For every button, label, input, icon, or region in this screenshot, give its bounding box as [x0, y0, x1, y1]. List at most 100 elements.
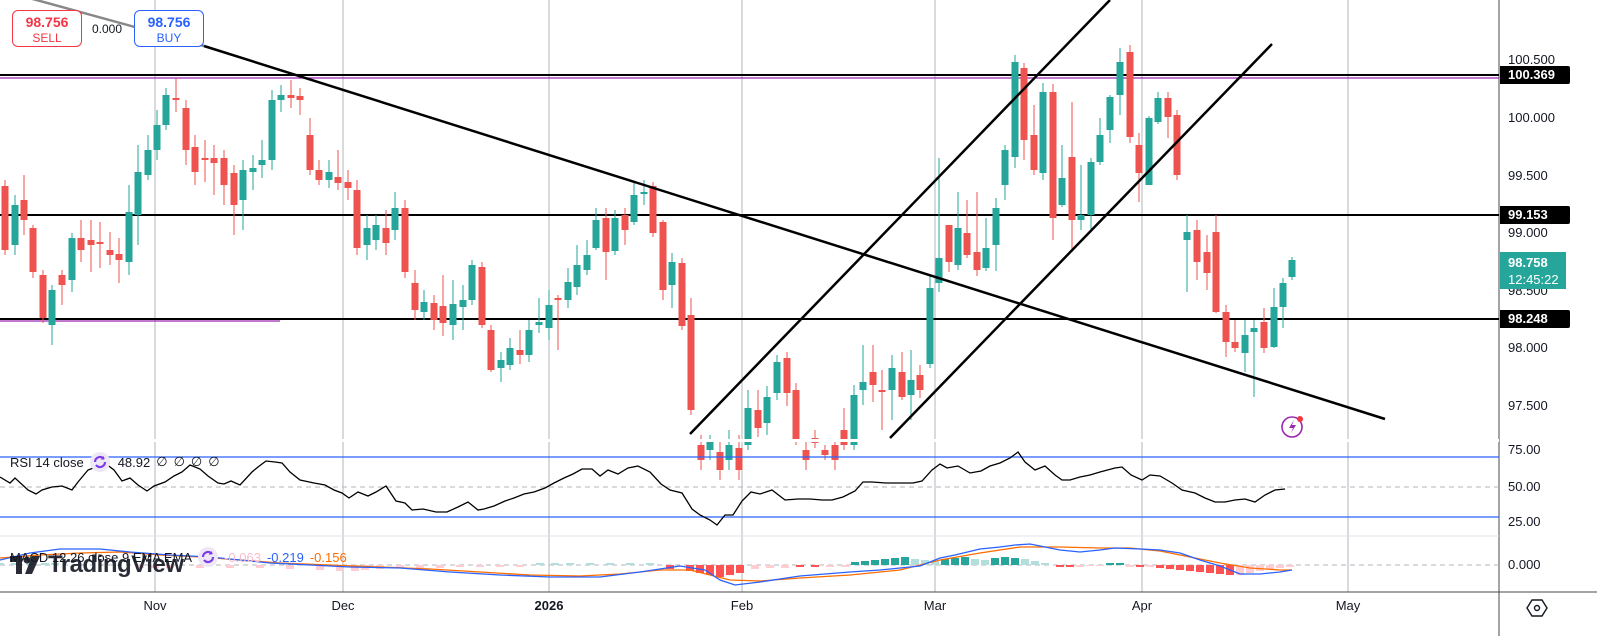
buy-label: BUY: [156, 31, 182, 45]
candle-body: [162, 95, 170, 125]
candle-body: [573, 265, 581, 287]
macd-histogram-bar: [256, 565, 264, 568]
macd-histogram-bar: [1166, 565, 1174, 569]
price-tick: 100.000: [1508, 110, 1555, 125]
macd-histogram-bar: [396, 565, 404, 568]
candle-body: [315, 170, 323, 180]
alert-lightning-icon[interactable]: [1280, 413, 1306, 439]
macd-histogram-bar: [931, 561, 939, 565]
macd-histogram-bar: [901, 557, 909, 565]
candle-body: [954, 228, 962, 265]
refresh-icon[interactable]: [198, 547, 219, 567]
candle-body: [1077, 215, 1085, 220]
candle-body: [907, 380, 915, 395]
candle-body: [277, 95, 285, 100]
macd-histogram-bar: [0, 563, 4, 565]
macd-histogram-bar: [1236, 565, 1244, 575]
macd-histogram-bar: [1156, 565, 1164, 568]
candle-body: [372, 225, 380, 240]
macd-signal-value: -0.156: [309, 549, 347, 565]
candle-body: [583, 255, 591, 270]
rsi-extra-1: ∅: [156, 454, 168, 469]
candle-body: [1164, 98, 1172, 117]
time-tick: Feb: [730, 598, 754, 613]
candle-body: [1039, 92, 1047, 173]
candle-body: [172, 98, 180, 100]
channel-lower-line: [889, 43, 1273, 439]
candle-body: [1260, 322, 1268, 348]
macd-histogram-bar: [891, 558, 899, 565]
candle-body: [1154, 98, 1162, 122]
settings-gear-icon[interactable]: [1526, 597, 1548, 619]
candle-body: [1270, 307, 1278, 347]
macd-histogram-bar: [516, 565, 524, 567]
candle-body: [659, 222, 667, 290]
candle-body: [87, 240, 95, 245]
indicator-axis-tick: 50.00: [1508, 479, 1541, 494]
macd-histogram-bar: [1106, 563, 1114, 565]
macd-histogram-bar: [861, 561, 869, 565]
pane-mask: [0, 439, 1499, 442]
time-tick: Nov: [143, 598, 167, 613]
rsi-extra-4: ∅: [208, 454, 220, 469]
price-tick: 99.500: [1508, 168, 1548, 183]
macd-histogram-bar: [606, 563, 614, 565]
macd-legend[interactable]: MACD 12 26 close 9 EMA EMA -0.063 -0.219…: [10, 547, 347, 567]
candle-body: [39, 275, 47, 318]
candle-body: [1135, 145, 1143, 173]
candle-body: [1058, 178, 1066, 205]
candle-body: [687, 315, 695, 410]
rsi-legend[interactable]: RSI 14 close 48.92 ∅ ∅ ∅ ∅: [10, 452, 220, 472]
macd-histogram-bar: [941, 559, 949, 565]
candle-body: [201, 158, 209, 160]
macd-histogram-bar: [416, 565, 424, 568]
rsi-value: 48.92: [117, 454, 151, 470]
rsi-extra-2: ∅: [173, 454, 185, 469]
candle-body: [916, 375, 924, 390]
candle-body: [487, 330, 495, 370]
candle-body: [1203, 252, 1211, 273]
macd-histogram-bar: [151, 565, 159, 568]
macd-histogram-bar: [1276, 565, 1284, 568]
rsi-extra-3: ∅: [190, 454, 203, 469]
candle-body: [296, 96, 304, 100]
sell-button[interactable]: 98.756 SELL: [12, 10, 82, 47]
macd-histogram-bar: [1086, 565, 1094, 566]
candle-body: [1241, 335, 1249, 353]
candle-body: [391, 208, 399, 230]
sell-price: 98.756: [25, 14, 69, 30]
macd-histogram-bar: [706, 565, 714, 575]
candle-body: [898, 372, 906, 397]
candle-body: [630, 195, 638, 222]
candle-body: [439, 306, 447, 323]
candle-body: [497, 360, 505, 368]
buy-button[interactable]: 98.756 BUY: [134, 10, 204, 47]
macd-histogram-bar: [456, 565, 464, 567]
candle-body: [859, 382, 867, 390]
macd-histogram-bar: [166, 565, 174, 568]
macd-histogram-bar: [436, 565, 444, 568]
macd-histogram-bar: [726, 565, 734, 575]
macd-histogram-bar: [1286, 565, 1294, 567]
macd-histogram-bar: [1021, 559, 1029, 565]
macd-histogram-bar: [1196, 565, 1204, 572]
candle-body: [334, 177, 342, 183]
candle-body: [11, 205, 19, 245]
macd-histogram-bar: [921, 560, 929, 565]
macd-histogram-bar: [716, 565, 724, 577]
candle-body: [602, 218, 610, 252]
candle-body: [535, 322, 543, 325]
candle-body: [678, 263, 686, 326]
macd-histogram-bar: [316, 565, 324, 570]
candle-body: [554, 298, 562, 300]
candle-body: [1145, 118, 1153, 185]
candle-body: [773, 362, 781, 393]
macd-histogram-bar: [1176, 565, 1184, 570]
macd-histogram-bar: [226, 565, 234, 568]
candle-body: [840, 430, 848, 445]
candle-body: [821, 450, 829, 455]
macd-histogram-bar: [796, 565, 804, 567]
candle-body: [992, 208, 1000, 245]
refresh-icon[interactable]: [89, 452, 110, 472]
